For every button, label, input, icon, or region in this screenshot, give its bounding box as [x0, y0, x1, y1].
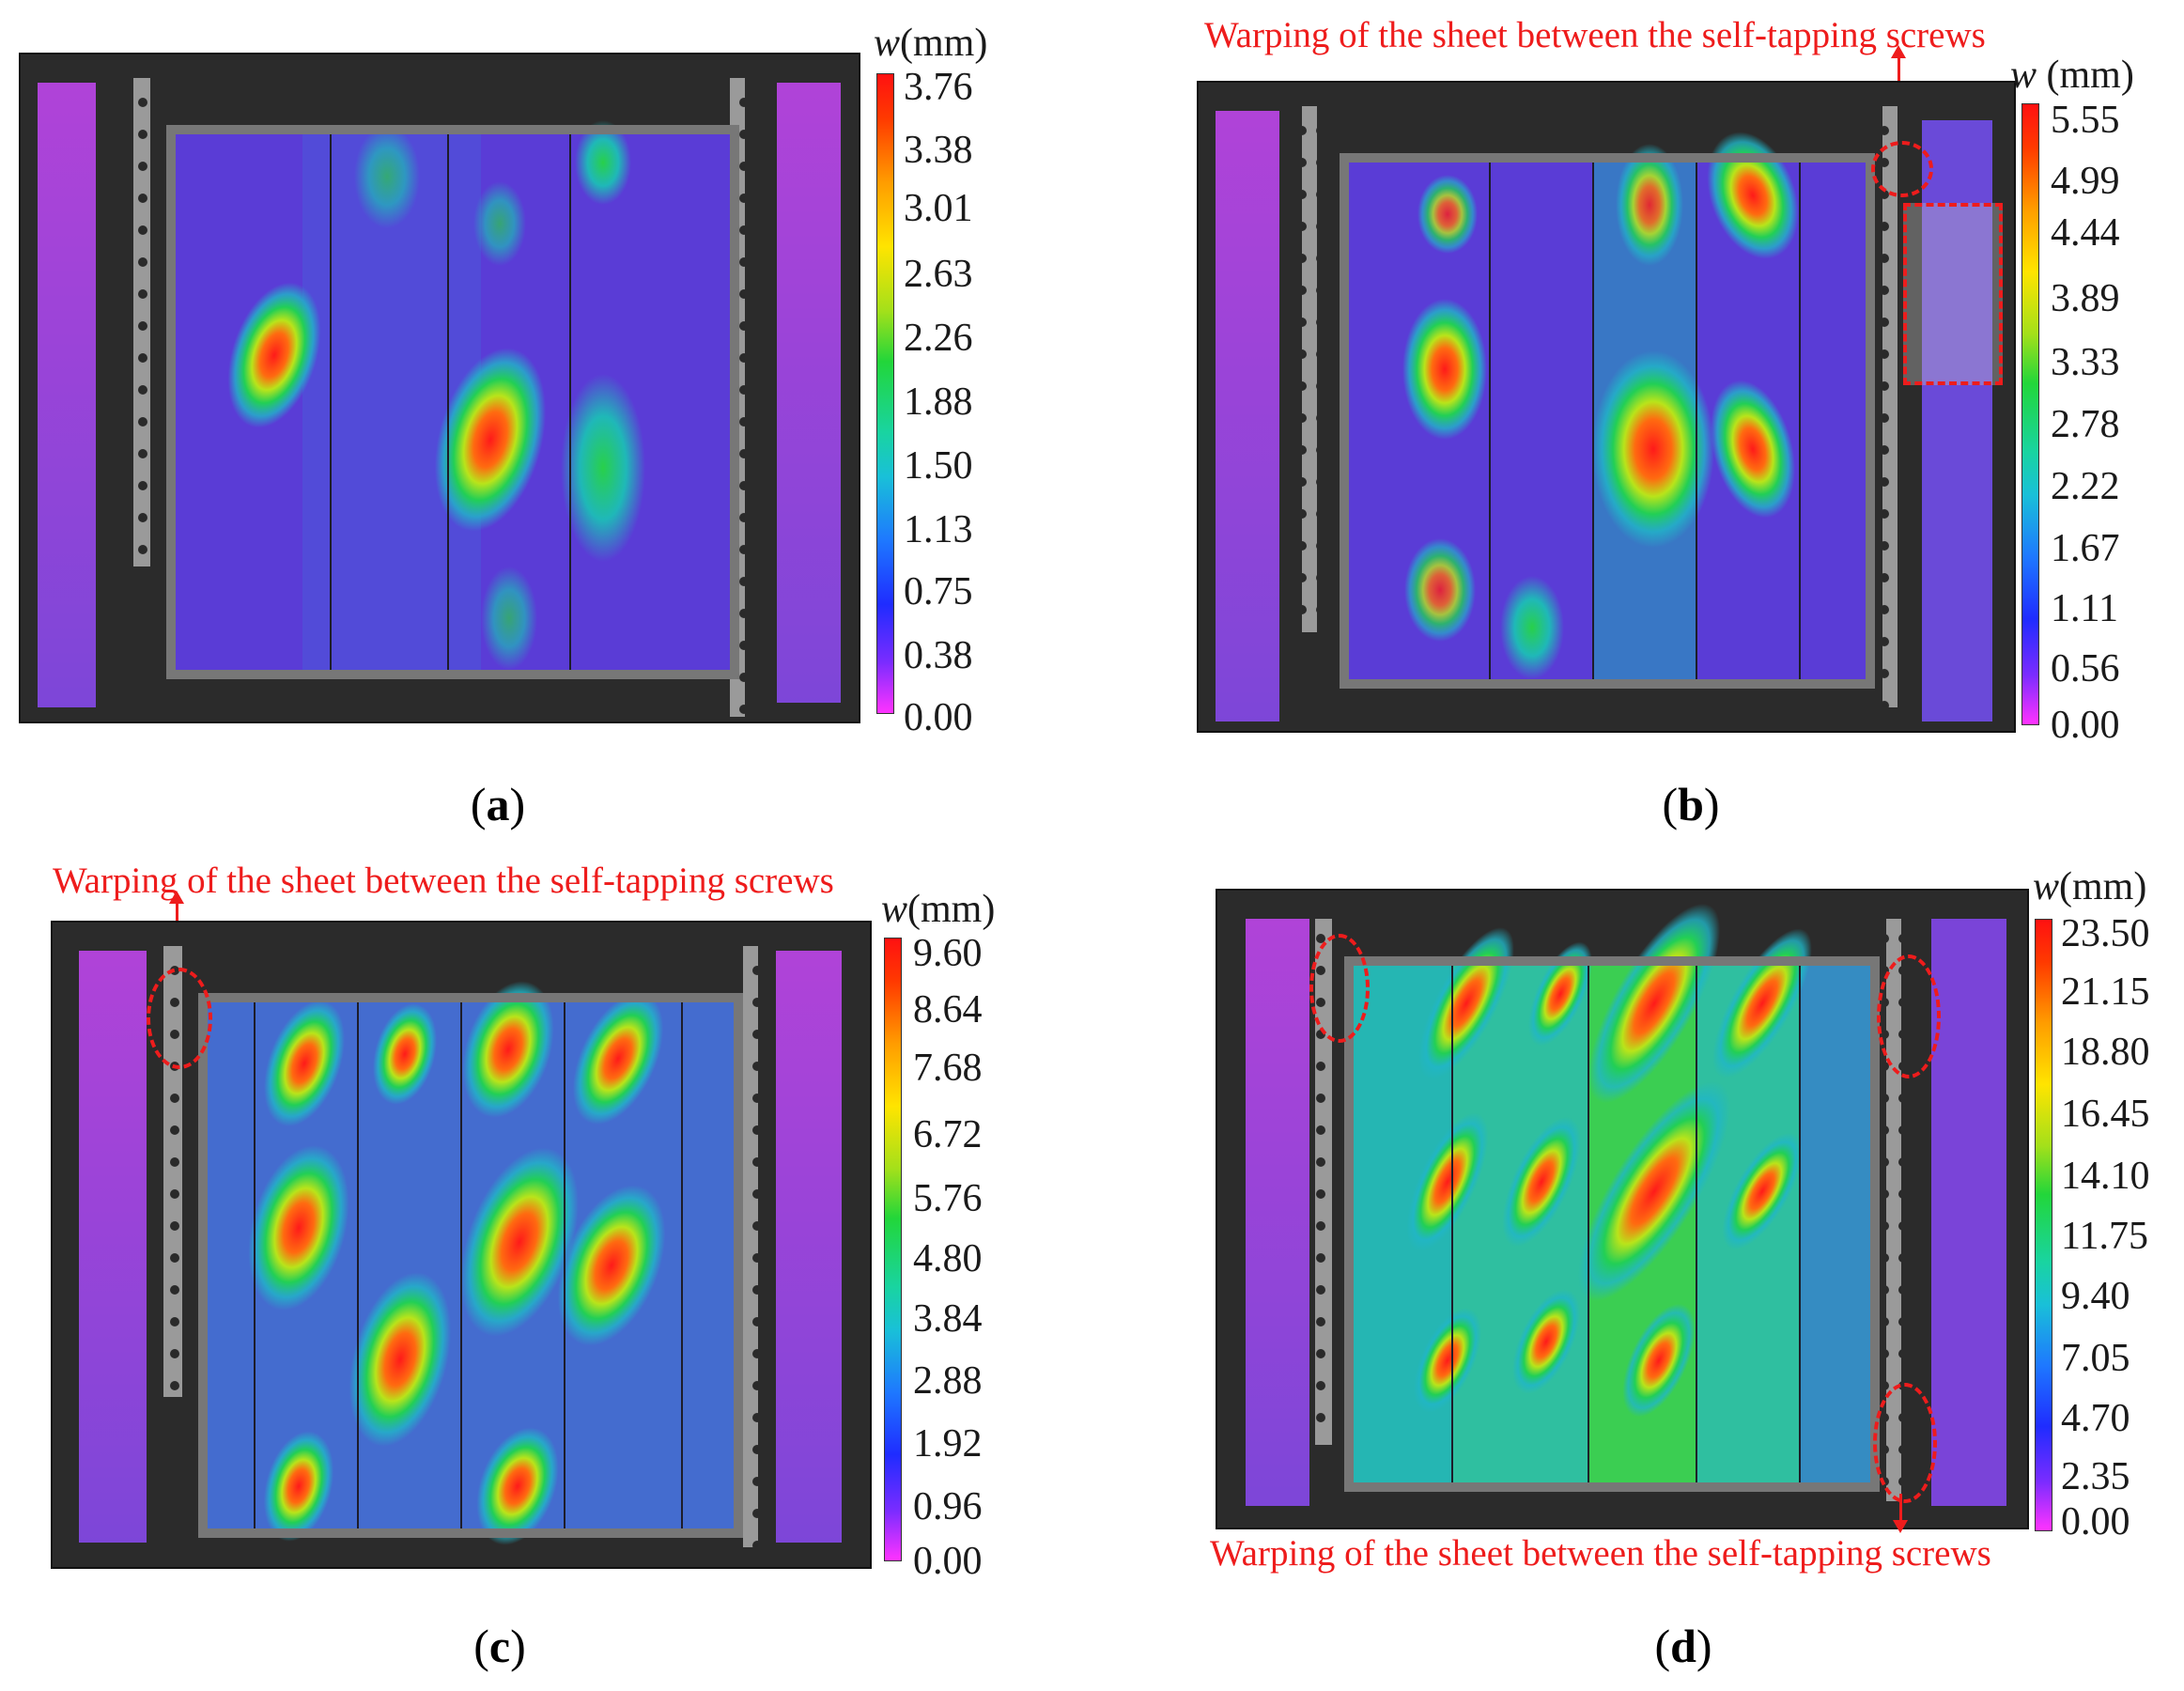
panel-b-tick: 0.56 — [2051, 647, 2120, 690]
panel-d-caption: (d) — [1654, 1620, 1712, 1672]
panel-b-color-scale — [2021, 103, 2039, 725]
panel-d-color-scale — [2035, 919, 2052, 1531]
panel-c-caption: (c) — [473, 1620, 526, 1672]
panel-a-hotspot — [227, 282, 321, 428]
panel-b-tick: 2.22 — [2051, 465, 2120, 508]
panel-b-unit-label: w (mm) — [2010, 54, 2134, 97]
panel-c-hotspot — [248, 1145, 349, 1311]
panel-c-tick: 8.64 — [913, 988, 983, 1032]
panel-c-color-scale — [884, 938, 902, 1561]
panel-b-tick: 4.99 — [2051, 160, 2120, 203]
panel-d-tick: 0.00 — [2061, 1500, 2130, 1544]
panel-a-tick: 0.38 — [904, 634, 973, 677]
panel-d-annotation-arrow — [1893, 1494, 1908, 1533]
panel-a-color-scale — [876, 73, 894, 714]
panel-a-deformation-field — [21, 54, 859, 721]
panel-b-tick: 0.00 — [2051, 704, 2120, 747]
panel-b-tick: 3.33 — [2051, 341, 2120, 384]
panel-a-tick: 2.26 — [904, 317, 973, 360]
panel-b-deformation-field — [1199, 83, 2014, 731]
panel-d-unit-label: w(mm) — [2033, 865, 2147, 908]
panel-b-hotspot — [1402, 299, 1487, 440]
panel-d-tick: 9.40 — [2061, 1275, 2130, 1318]
panel-a-unit-label: w(mm) — [874, 22, 988, 65]
panel-d-tick: 16.45 — [2061, 1093, 2150, 1136]
panel-a-caption: (a) — [470, 778, 526, 830]
panel-d-tick: 18.80 — [2061, 1031, 2150, 1074]
panel-a-tick: 0.00 — [904, 696, 973, 739]
panel-a-hotspot — [434, 348, 547, 532]
panel-a-tick: 3.38 — [904, 129, 973, 172]
panel-a-tick: 1.88 — [904, 380, 973, 424]
panel-b-tick: 1.67 — [2051, 527, 2120, 570]
panel-a-tick: 1.50 — [904, 444, 973, 488]
panel-d-warping-marker-bottom — [1873, 1383, 1937, 1503]
panel-d-tick: 4.70 — [2061, 1397, 2130, 1440]
panel-c-tick: 5.76 — [913, 1177, 983, 1220]
panel-b-tick: 4.44 — [2051, 211, 2120, 255]
panel-d-tick: 23.50 — [2061, 912, 2150, 955]
panel-c-tick: 9.60 — [913, 932, 983, 975]
panel-a-tick: 3.76 — [904, 66, 973, 109]
panel-d-warping-marker-left — [1309, 934, 1370, 1043]
panel-a-tick: 0.75 — [904, 570, 973, 613]
panel-c-tick: 1.92 — [913, 1422, 983, 1466]
panel-c-tick: 7.68 — [913, 1047, 983, 1090]
panel-d-tick: 2.35 — [2061, 1455, 2130, 1498]
panel-d-tick: 14.10 — [2061, 1155, 2150, 1198]
panel-c-tick: 0.96 — [913, 1485, 983, 1528]
panel-c-tick: 3.84 — [913, 1297, 983, 1341]
panel-b-annotation: Warping of the sheet between the self-ta… — [1204, 15, 1986, 55]
panel-d-tick: 7.05 — [2061, 1337, 2130, 1380]
panel-d-tick: 21.15 — [2061, 970, 2150, 1014]
panel-b-tick: 2.78 — [2051, 403, 2120, 446]
panel-b-photo — [1197, 81, 2016, 733]
panel-c-hotspot — [349, 1272, 452, 1447]
panel-c-tick: 2.88 — [913, 1359, 983, 1403]
panel-c-hotspot — [460, 1147, 579, 1337]
panel-d-warping-marker-right — [1877, 954, 1941, 1078]
panel-d-hotspot — [1588, 903, 1721, 1104]
panel-b-screw-detail-inset — [1903, 203, 2003, 385]
panel-c-tick: 6.72 — [913, 1113, 983, 1156]
panel-b-warping-marker — [1871, 141, 1933, 197]
panel-c-unit-label: w(mm) — [881, 888, 996, 931]
panel-a-tick: 3.01 — [904, 187, 973, 230]
panel-b-caption: (b) — [1662, 778, 1720, 830]
panel-b-tick: 5.55 — [2051, 99, 2120, 142]
panel-d-tick: 11.75 — [2061, 1215, 2148, 1258]
panel-d-hotspot — [1577, 1081, 1731, 1301]
panel-a-warm-zone — [561, 374, 645, 562]
panel-a-photo — [19, 53, 860, 723]
panel-d-annotation: Warping of the sheet between the self-ta… — [1210, 1533, 1991, 1574]
panel-c-tick: 0.00 — [913, 1540, 983, 1583]
panel-a-tick: 1.13 — [904, 508, 973, 551]
panel-c-warping-marker — [147, 968, 212, 1069]
panel-c-tick: 4.80 — [913, 1237, 983, 1280]
panel-b-hotspot — [1592, 350, 1714, 548]
panel-b-tick: 3.89 — [2051, 277, 2120, 320]
panel-d-photo — [1216, 889, 2029, 1529]
panel-b-tick: 1.11 — [2051, 587, 2118, 630]
panel-a-tick: 2.63 — [904, 253, 973, 296]
